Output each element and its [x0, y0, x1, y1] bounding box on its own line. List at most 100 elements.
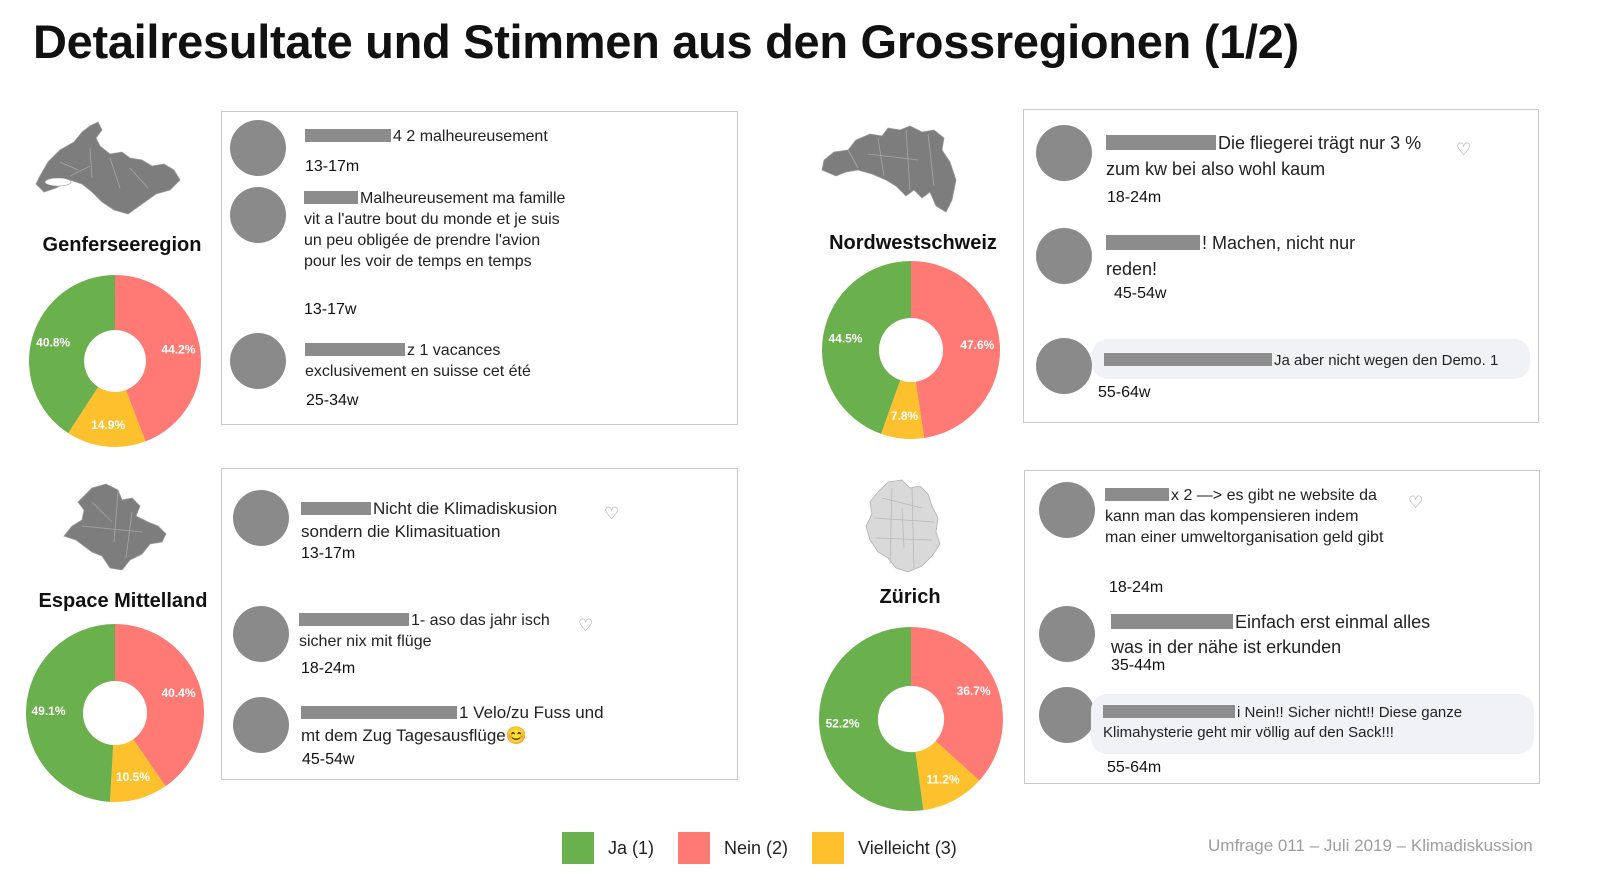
comment-meta: 55-64w	[1098, 384, 1151, 401]
commenter-avatar	[233, 606, 289, 662]
comment-meta: 35-44m	[1111, 657, 1166, 674]
redacted-name	[1103, 705, 1235, 718]
slice-nein	[115, 624, 204, 787]
data-label-ja: 40.8%	[36, 336, 70, 350]
comment-meta: 18-24m	[1107, 189, 1162, 206]
redacted-name	[1106, 235, 1200, 250]
donut-chart-nordwestschweiz: 47.6% 7.8% 44.5%	[822, 261, 1001, 439]
redacted-name	[1106, 135, 1216, 150]
commenter-avatar	[230, 333, 286, 389]
data-label-vielleicht: 7.8%	[891, 409, 919, 423]
donut-chart-zurich: 36.7% 11.2% 52.2%	[818, 627, 1003, 811]
legend-label-nein: Nein (2)	[724, 837, 789, 858]
data-label-ja: 49.1%	[31, 704, 65, 718]
commenter-avatar	[233, 697, 289, 753]
data-label-vielleicht: 10.5%	[116, 770, 150, 784]
zurich-map-icon	[865, 479, 941, 573]
donut-chart-espace-mittelland: 40.4% 10.5% 49.1%	[25, 624, 204, 802]
data-label-ja: 44.5%	[828, 332, 862, 346]
comment-bubble	[1091, 694, 1534, 754]
legend-label-ja: Ja (1)	[608, 837, 655, 858]
genferseeregion-map-icon	[35, 121, 181, 215]
data-label-vielleicht: 11.2%	[926, 773, 960, 787]
redacted-name	[299, 613, 409, 626]
comment-text: 1- aso das jahr isch sicher nix mit flüg…	[299, 612, 550, 650]
redacted-name	[1105, 488, 1169, 501]
comment-text: Einfach erst einmal alles was in der näh…	[1111, 612, 1431, 657]
comment-text: 1 Velo/zu Fuss und mt dem Zug Tagesausfl…	[301, 703, 604, 745]
slice-vielleicht	[881, 380, 925, 439]
nordwestschweiz-map-icon	[821, 125, 957, 213]
donut-chart-genferseeregion: 44.2% 14.9% 40.8%	[29, 275, 202, 447]
data-label-ja: 52.2%	[826, 717, 860, 731]
espace-mittelland-map-icon	[63, 483, 167, 571]
commenter-avatar	[230, 120, 286, 176]
like-heart-icon[interactable]: ♡	[604, 504, 620, 523]
redacted-name	[1111, 614, 1233, 629]
like-heart-icon[interactable]: ♡	[578, 616, 594, 635]
region-title-nordwestschweiz: Nordwestschweiz	[829, 232, 997, 254]
commenter-avatar	[1036, 125, 1092, 181]
commenter-avatar	[1039, 606, 1095, 662]
legend-label-vielleicht: Vielleicht (3)	[858, 837, 957, 858]
legend-swatch-ja	[562, 832, 594, 864]
data-label-nein: 47.6%	[960, 338, 994, 352]
slice-nein	[115, 275, 202, 442]
legend-item-nein: Nein (2)	[678, 832, 788, 864]
region-title-zurich: Zürich	[879, 586, 941, 608]
comment-text: Die fliegerei trägt nur 3 % zum kw bei a…	[1106, 133, 1422, 179]
data-label-nein: 40.4%	[162, 686, 196, 700]
redacted-name	[304, 191, 358, 204]
legend-swatch-nein	[678, 832, 711, 864]
redacted-name	[305, 129, 391, 142]
data-label-vielleicht: 14.9%	[91, 418, 125, 432]
comment-text: i Nein!! Sicher nicht!! Diese ganze Klim…	[1103, 704, 1463, 741]
slice-ja	[822, 261, 911, 434]
slice-vielleicht	[109, 739, 166, 802]
comment-meta: 45-54w	[1114, 285, 1167, 302]
data-label-nein: 36.7%	[957, 684, 991, 698]
comment-meta: 55-64m	[1107, 759, 1162, 776]
commenter-avatar	[1039, 687, 1095, 743]
slice-ja	[818, 627, 924, 811]
data-label-nein: 44.2%	[161, 342, 195, 356]
comment-text: Malheureusement ma famille vit a l'autre…	[304, 190, 566, 270]
comment-text: z 1 vacances exclusivement en suisse cet…	[305, 342, 531, 380]
comment-text: Nicht die Klimadiskusion sondern die Kli…	[301, 499, 558, 541]
comment-meta: 13-17m	[305, 158, 360, 175]
commenter-avatar	[230, 187, 286, 243]
comment-meta: 18-24m	[1109, 579, 1164, 596]
chart-legend: Ja (1) Nein (2) Vielleicht (3)	[562, 832, 981, 864]
comment-meta: 18-24m	[301, 660, 356, 677]
like-heart-icon[interactable]: ♡	[1456, 140, 1472, 159]
commenter-avatar	[233, 490, 289, 546]
slice-ja	[25, 624, 115, 802]
comment-text: 4 2 malheureusement	[305, 126, 605, 147]
like-heart-icon[interactable]: ♡	[1408, 493, 1424, 512]
page-title: Detailresultate und Stimmen aus den Gros…	[33, 15, 1299, 68]
redacted-name	[1104, 353, 1272, 366]
comment-meta: 13-17w	[304, 301, 357, 318]
comment-text: ! Machen, nicht nur reden!	[1106, 233, 1356, 279]
comment-text: Ja aber nicht wegen den Demo. 1	[1104, 350, 1529, 371]
comments-panel-zurich: x 2 —> es gibt ne website da kann man da…	[1024, 470, 1540, 784]
legend-swatch-vielleicht	[812, 832, 845, 864]
slice-vielleicht	[915, 741, 980, 811]
slice-nein	[911, 627, 1003, 781]
comments-panel-genferseeregion: 4 2 malheureusement 13-17m Malheureuseme…	[221, 111, 738, 425]
redacted-name	[301, 502, 371, 515]
comments-panel-espace-mittelland: Nicht die Klimadiskusion sondern die Kli…	[221, 468, 738, 780]
redacted-name	[301, 706, 457, 719]
region-title-espace-mittelland: Espace Mittelland	[38, 590, 208, 612]
commenter-avatar	[1036, 228, 1092, 284]
slice-ja	[29, 275, 116, 434]
legend-item-ja: Ja (1)	[562, 832, 654, 864]
comment-meta: 45-54w	[302, 751, 355, 768]
commenter-avatar	[1036, 338, 1092, 394]
slice-vielleicht	[68, 386, 146, 447]
survey-footer: Umfrage 011 – Juli 2019 – Klimadiskussio…	[1208, 836, 1533, 855]
comment-meta: 13-17m	[301, 545, 356, 562]
comments-panel-nordwestschweiz: Die fliegerei trägt nur 3 % zum kw bei a…	[1023, 109, 1539, 423]
comment-text: x 2 —> es gibt ne website da kann man da…	[1105, 487, 1384, 546]
legend-item-vielleicht: Vielleicht (3)	[812, 832, 957, 864]
